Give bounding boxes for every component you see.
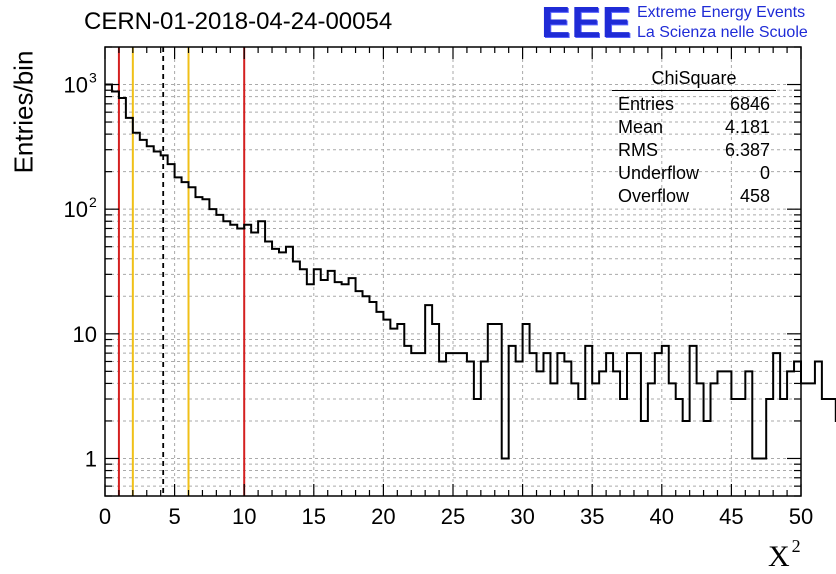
stats-row-mean: Mean 4.181	[612, 116, 776, 139]
x-axis-label-exponent: 2	[791, 536, 801, 556]
histogram-series	[105, 83, 836, 460]
x-tick-label: 30	[510, 504, 534, 529]
logo-tagline-1: Extreme Energy Events	[637, 4, 806, 21]
stats-label: Entries	[618, 94, 675, 114]
run-title: CERN-01-2018-04-24-00054	[84, 8, 393, 35]
stats-box: ChiSquare Entries 6846 Mean 4.181 RMS 6.…	[612, 68, 776, 208]
x-tick-label: 5	[168, 504, 180, 529]
x-tick-label: 10	[232, 504, 256, 529]
stats-label: RMS	[618, 140, 658, 160]
grid	[105, 47, 801, 496]
stats-value: 6846	[729, 94, 770, 114]
x-tick-label: 50	[789, 504, 813, 529]
stats-row-rms: RMS 6.387	[612, 139, 776, 162]
y-axis-label: Entries/bin	[8, 50, 39, 174]
stats-label: Mean	[618, 117, 664, 137]
y-tick-label: 10	[64, 197, 88, 222]
stats-label: Underflow	[618, 163, 700, 183]
x-tick-label: 20	[371, 504, 395, 529]
x-tick-label: 45	[719, 504, 743, 529]
stats-title: ChiSquare	[612, 68, 776, 91]
x-axis-label-base: X	[768, 540, 790, 573]
stats-value: 6.387	[724, 140, 770, 160]
stats-value: 0	[759, 163, 770, 183]
stats-row-overflow: Overflow 458	[612, 185, 776, 208]
reference-lines	[117, 47, 246, 496]
x-tick-label: 15	[302, 504, 326, 529]
stats-row-underflow: Underflow 0	[612, 162, 776, 185]
y-tick-label: 10	[64, 73, 88, 98]
stats-value: 4.181	[724, 117, 770, 137]
stats-label: Overflow	[618, 186, 690, 206]
stats-value: 458	[739, 186, 770, 206]
x-tick-label: 40	[650, 504, 674, 529]
x-tick-label: 35	[580, 504, 604, 529]
stats-row-entries: Entries 6846	[612, 93, 776, 116]
y-tick-label: 1	[85, 446, 97, 471]
y-tick-label: 10	[73, 322, 97, 347]
y-tick-label-exponent: 3	[89, 70, 97, 86]
x-tick-label: 25	[441, 504, 465, 529]
x-tick-label: 0	[99, 504, 111, 529]
y-tick-label-exponent: 2	[89, 194, 97, 210]
histogram-outline	[105, 83, 836, 460]
logo-mark: EEE	[541, 0, 633, 47]
logo-tagline-2: La Scienza nelle Scuole	[637, 24, 808, 41]
